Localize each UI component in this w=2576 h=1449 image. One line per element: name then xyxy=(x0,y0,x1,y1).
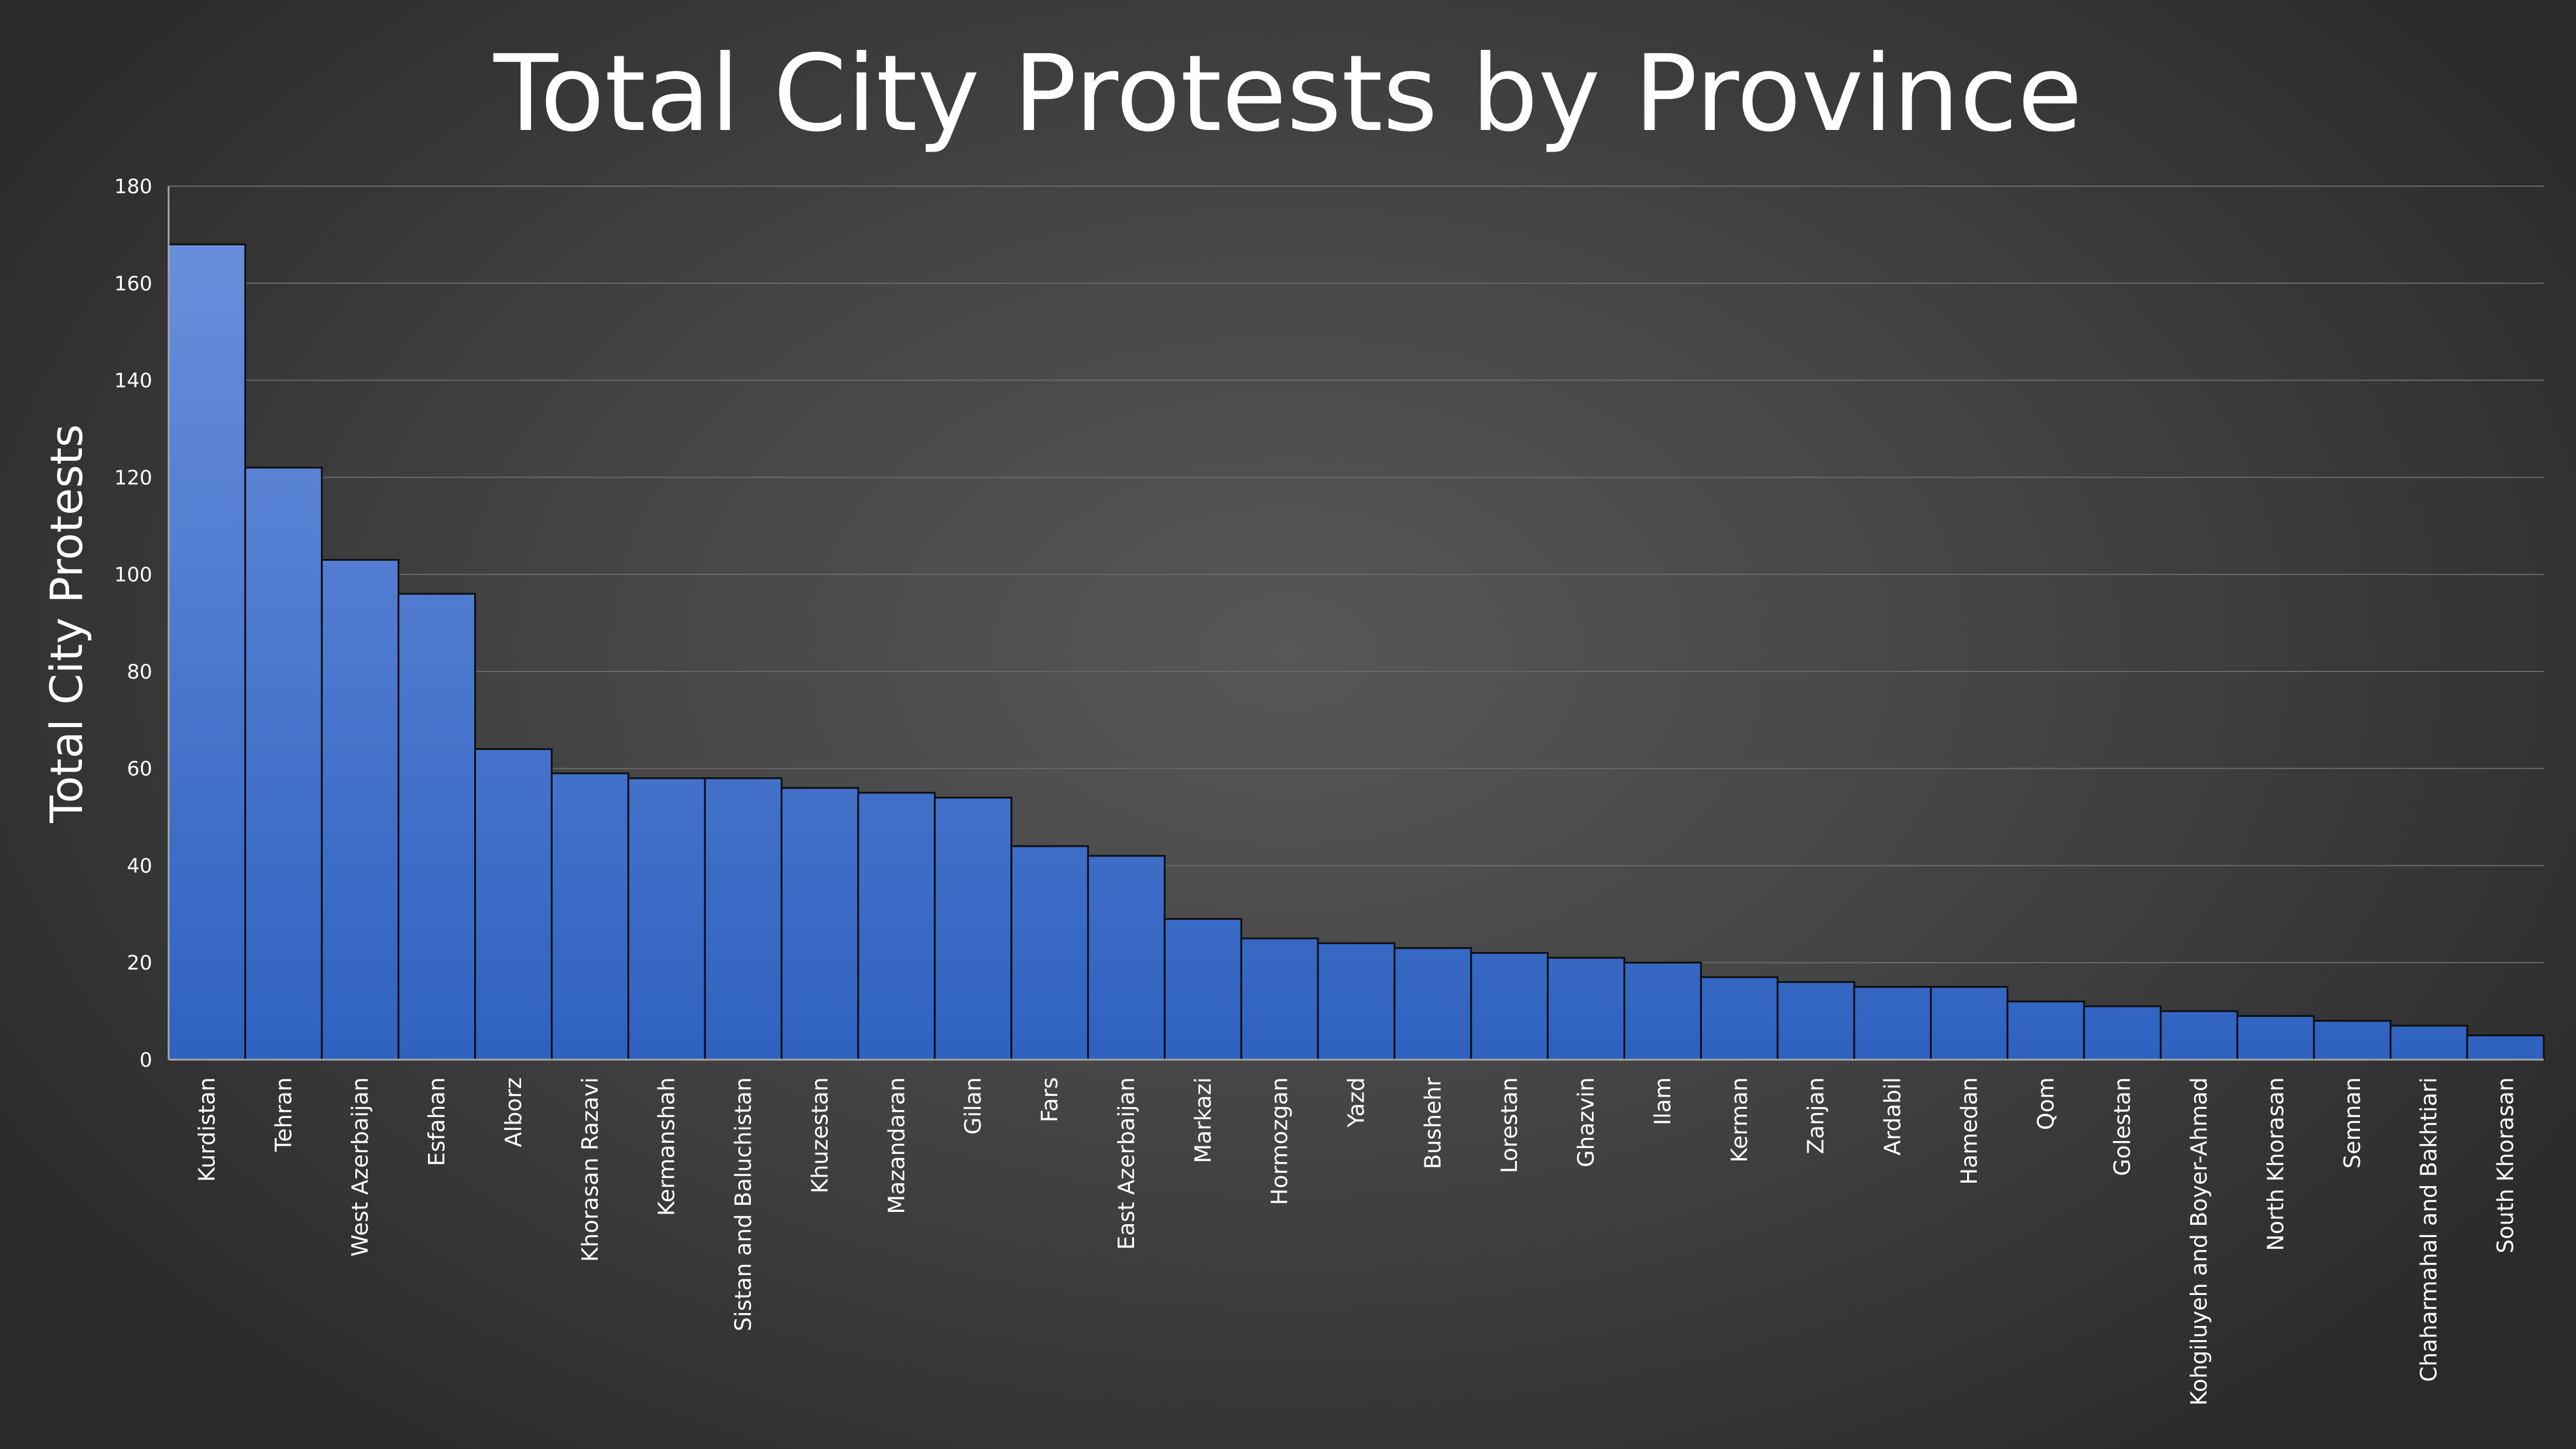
bar xyxy=(1930,986,2009,1061)
bar xyxy=(2313,1020,2392,1061)
x-tick-label: Chaharmahal and Bakhtiari xyxy=(2416,1077,2442,1382)
y-tick-label: 100 xyxy=(114,563,152,587)
x-tick-label: Hamedan xyxy=(1956,1077,1982,1185)
bar xyxy=(1010,845,1089,1061)
x-tick-label: Kermanshah xyxy=(654,1077,680,1216)
x-tick-label: Golestan xyxy=(2109,1077,2135,1176)
bar xyxy=(244,467,323,1061)
x-tick-label: Qom xyxy=(2033,1077,2058,1130)
y-axis-title: Total City Protests xyxy=(40,424,93,824)
x-tick-label: Tehran xyxy=(270,1077,296,1152)
x-tick-label: Zanjan xyxy=(1803,1077,1829,1154)
x-tick-label: Yazd xyxy=(1344,1077,1369,1128)
bar xyxy=(1317,942,1396,1061)
bar xyxy=(2160,1010,2239,1061)
bar xyxy=(1776,981,1855,1061)
x-tick-label: Alborz xyxy=(501,1077,526,1147)
bar xyxy=(1087,855,1166,1061)
x-tick-label: West Azerbaijan xyxy=(347,1077,373,1256)
x-tick-label: Ghazvin xyxy=(1573,1077,1599,1167)
bar xyxy=(704,777,783,1061)
x-tick-label: Khuzestan xyxy=(807,1077,833,1193)
y-tick-label: 60 xyxy=(127,758,152,781)
x-tick-label: Semnan xyxy=(2339,1077,2365,1169)
x-tick-label: Hormozgan xyxy=(1267,1077,1293,1205)
chart-title: Total City Protests by Province xyxy=(493,33,2082,155)
bar xyxy=(2236,1015,2315,1061)
bar xyxy=(627,777,706,1061)
x-tick-label: Khorasan Razavi xyxy=(577,1077,603,1262)
bar xyxy=(167,243,246,1061)
y-tick-label: 40 xyxy=(127,854,152,878)
y-tick-label: 20 xyxy=(127,951,152,975)
bar xyxy=(321,559,400,1061)
x-tick-label: Ardabil xyxy=(1880,1077,1906,1156)
y-tick-label: 80 xyxy=(127,660,152,684)
x-tick-labels: Kurdistan Tehran West Azerbaijan Esfahan Alb… xyxy=(194,1077,2518,1406)
y-tick-label: 140 xyxy=(114,369,152,393)
x-tick-label: Kerman xyxy=(1727,1077,1752,1163)
bar xyxy=(474,748,553,1061)
axes xyxy=(167,186,2544,1061)
x-tick-label: Gilan xyxy=(960,1077,986,1135)
x-tick-label: Esfahan xyxy=(424,1077,450,1166)
bar xyxy=(1470,952,1549,1061)
bar xyxy=(2389,1025,2468,1061)
bar xyxy=(550,772,629,1061)
x-tick-label: Sistan and Baluchistan xyxy=(731,1077,756,1331)
y-tick-label: 0 xyxy=(139,1049,152,1072)
bar xyxy=(857,792,936,1061)
x-tick-label: Bushehr xyxy=(1420,1077,1445,1169)
bar xyxy=(780,787,859,1061)
bar xyxy=(1240,937,1319,1061)
bar xyxy=(2006,1001,2085,1061)
bar xyxy=(2466,1034,2545,1061)
bars xyxy=(167,243,2545,1061)
bar xyxy=(2083,1005,2162,1061)
bar xyxy=(934,796,1013,1061)
bar xyxy=(1700,976,1779,1061)
bar xyxy=(1163,918,1242,1061)
x-tick-label: North Khorasan xyxy=(2263,1077,2289,1251)
x-tick-label: East Azerbaijan xyxy=(1114,1077,1139,1250)
bar xyxy=(1393,947,1472,1061)
x-tick-label: South Khorasan xyxy=(2493,1077,2519,1253)
bar xyxy=(398,592,476,1061)
x-tick-label: Lorestan xyxy=(1496,1077,1522,1173)
bar xyxy=(1623,961,1702,1061)
x-tick-label: Mazandaran xyxy=(883,1077,909,1214)
x-tick-label: Markazi xyxy=(1190,1077,1216,1163)
y-tick-label: 180 xyxy=(114,175,152,198)
bar xyxy=(1853,986,1932,1061)
x-tick-label: Ilam xyxy=(1650,1077,1676,1125)
x-tick-label: Kohgiluyeh and Boyer-Ahmad xyxy=(2186,1077,2212,1406)
y-tick-label: 160 xyxy=(114,272,152,296)
x-tick-label: Fars xyxy=(1037,1077,1063,1122)
y-tick-label: 120 xyxy=(114,466,152,489)
y-tick-labels: 0 20 40 60 80 100 120 140 160 180 xyxy=(114,175,152,1072)
x-tick-label: Kurdistan xyxy=(194,1077,220,1182)
bar xyxy=(1547,957,1626,1061)
